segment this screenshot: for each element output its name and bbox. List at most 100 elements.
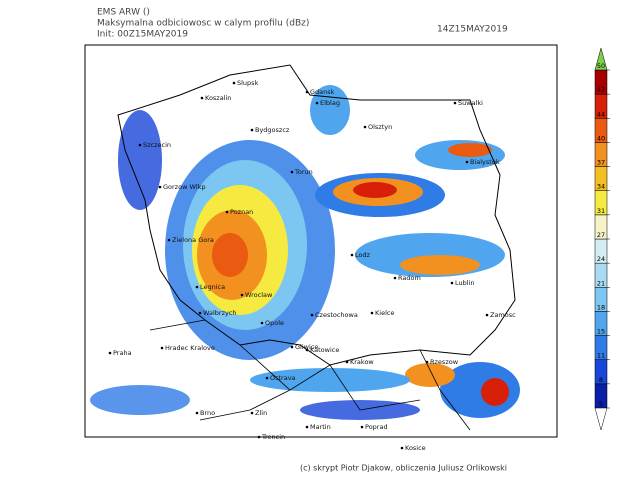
city-dot	[425, 360, 429, 364]
init: Init: 00Z15MAY2019	[97, 30, 188, 40]
city-label: Rzeszow	[430, 358, 459, 366]
city-dot	[260, 321, 264, 325]
city-label: Brno	[200, 409, 215, 417]
city-dot	[290, 170, 294, 174]
city-label: Poprad	[365, 423, 388, 431]
radar-field	[90, 85, 520, 420]
colorbar-label: 44	[597, 110, 605, 118]
city-label: Szczecin	[143, 141, 171, 149]
city-label: Czestochowa	[315, 311, 358, 319]
city-label: Gdansk	[310, 88, 335, 96]
city-label: Ostrava	[270, 374, 296, 382]
city-label: Gliwice	[295, 343, 318, 351]
city-dot	[232, 81, 236, 85]
city-dot	[108, 351, 112, 355]
city-label: Bialystok	[470, 158, 500, 166]
city-dot	[485, 313, 489, 317]
colorbar-label: 15	[597, 328, 605, 336]
city-label: Gorzow Wlkp	[163, 183, 206, 191]
city-dot	[465, 160, 469, 164]
city-dot	[167, 238, 171, 242]
city-dot	[393, 276, 397, 280]
colorbar-label: 50	[597, 62, 605, 70]
city-dot	[345, 360, 349, 364]
city-dot	[450, 281, 454, 285]
colorbar-label: 5	[599, 400, 603, 408]
city-label: Kosice	[405, 444, 426, 452]
city-label: Opole	[265, 319, 284, 327]
city-label: Martin	[310, 423, 331, 431]
city-dot	[363, 125, 367, 129]
city-label: Lodz	[355, 251, 371, 259]
colorbar: 5 8 11 15 18 21 24 27 31 34 37 40 44 47 50	[594, 47, 610, 431]
city-dot	[360, 425, 364, 429]
city-dot	[195, 285, 199, 289]
city-dot	[240, 293, 244, 297]
city-label: Poznan	[230, 208, 253, 216]
city-dot	[200, 96, 204, 100]
city-dot	[400, 446, 404, 450]
colorbar-label: 11	[597, 352, 605, 360]
city-dot	[305, 348, 309, 352]
city-dot	[250, 128, 254, 132]
city-label: Elblag	[320, 99, 340, 107]
city-dot	[158, 185, 162, 189]
city-dot	[257, 435, 261, 439]
city-dot	[453, 101, 457, 105]
colorbar-label: 21	[597, 279, 605, 287]
footer: (c) skrypt Piotr Djakow, obliczenia Juli…	[300, 464, 507, 473]
city-dot	[305, 90, 309, 94]
city-dot	[160, 346, 164, 350]
city-label: Legnica	[200, 283, 225, 291]
valid-time: 14Z15MAY2019	[437, 25, 508, 35]
colorbar-label: 8	[599, 376, 603, 384]
city-label: Hradec Kralove	[165, 344, 215, 352]
city-label: Suwalki	[458, 99, 483, 107]
city-label: Zlin	[255, 409, 267, 417]
city-label: Olsztyn	[368, 123, 392, 131]
colorbar-label: 24	[597, 255, 605, 263]
city-label: Bydgoszcz	[255, 126, 290, 134]
city-dot	[350, 253, 354, 257]
city-label: Wroclaw	[245, 291, 273, 299]
border	[149, 319, 471, 431]
city-label: Radom	[398, 274, 421, 282]
city-label: Katowice	[310, 346, 339, 354]
colorbar-over	[594, 47, 608, 71]
colorbar-label: 47	[597, 86, 605, 94]
city-label: Trencin	[261, 433, 285, 441]
colorbar-label: 34	[597, 183, 605, 191]
border	[117, 64, 516, 366]
city-label: Zamosc	[490, 311, 516, 319]
city-dot	[290, 345, 294, 349]
city-dot	[265, 376, 269, 380]
title: Maksymalna odbiciowosc w calym profilu (…	[97, 19, 309, 29]
city-label: Slupsk	[237, 79, 259, 87]
city-label: Praha	[113, 349, 132, 357]
city-label: Krakow	[350, 358, 374, 366]
city-dot	[315, 101, 319, 105]
colorbar-label: 27	[597, 231, 605, 239]
city-label: Zielona Gora	[172, 236, 214, 244]
colorbar-label: 31	[597, 207, 605, 215]
city-dot	[370, 311, 374, 315]
colorbar-label: 40	[597, 134, 605, 142]
city-label: Koszalin	[205, 94, 231, 102]
model: EMS ARW ()	[97, 8, 150, 18]
city-dot	[195, 411, 199, 415]
city-label: Walbrzych	[203, 309, 237, 317]
city-dot	[305, 425, 309, 429]
city-dot	[198, 311, 202, 315]
city-dot	[225, 210, 229, 214]
city-dot	[250, 411, 254, 415]
city-dot	[138, 143, 142, 147]
cities: Slupsk Koszalin Gdansk Elblag Suwalki Szczeci…	[108, 79, 516, 452]
city-label: Lublin	[455, 279, 474, 287]
city-label: Torun	[294, 168, 313, 176]
colorbar-label: 37	[597, 159, 605, 167]
colorbar-under	[594, 407, 608, 431]
city-dot	[310, 313, 314, 317]
colorbar-label: 18	[597, 303, 605, 311]
city-label: Kielce	[375, 309, 394, 317]
